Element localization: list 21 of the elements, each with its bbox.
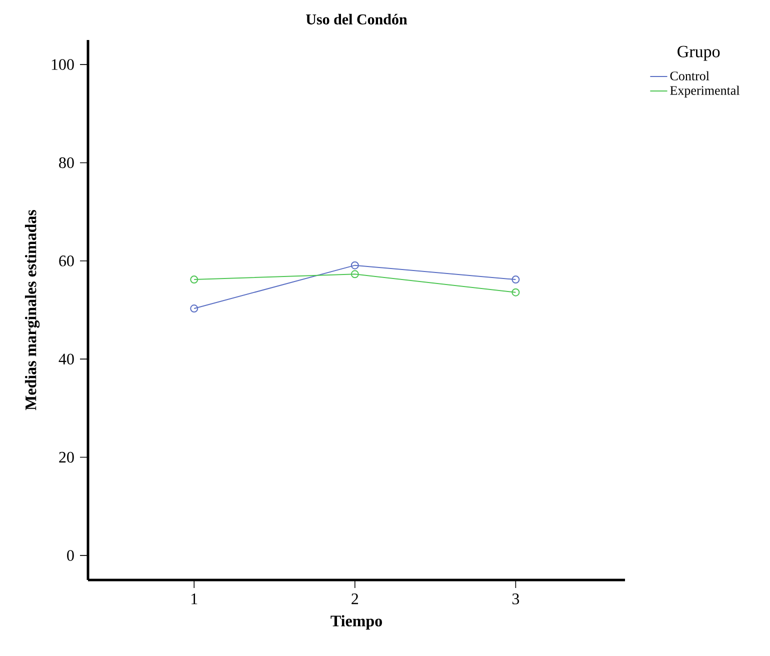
y-tick-label: 80 — [59, 157, 74, 168]
point — [350, 270, 359, 278]
legend-label: Experimental — [670, 86, 740, 98]
x-tick-label: 1 — [192, 594, 198, 604]
point — [190, 276, 198, 284]
y-tick-label: 60 — [59, 256, 74, 266]
y-tick-label: 40 — [58, 354, 74, 364]
chart-title: Uso del Condón — [306, 14, 408, 24]
x-axis-title: Tiempo — [330, 615, 382, 630]
legend-title: Grupo — [678, 46, 720, 61]
y-tick-label: 0 — [67, 550, 74, 561]
y-tick-label: 100 — [52, 59, 74, 70]
y-tick-label: 20 — [59, 452, 74, 463]
legend-label: Control — [670, 71, 710, 80]
point — [512, 288, 520, 296]
point — [190, 304, 198, 313]
point — [512, 276, 520, 284]
x-tick-label: 2 — [352, 594, 358, 604]
point — [350, 261, 359, 270]
y-axis-title: Medias marginales estimadas — [24, 210, 40, 410]
x-tick-label: 3 — [512, 594, 520, 604]
